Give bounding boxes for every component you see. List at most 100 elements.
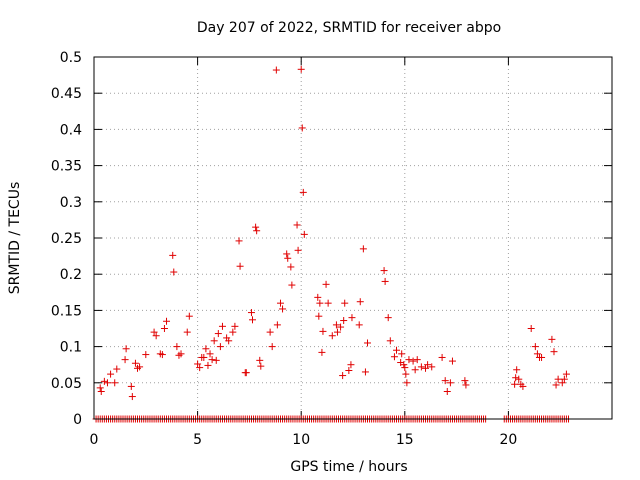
data-point bbox=[386, 337, 394, 345]
data-point bbox=[538, 353, 546, 361]
data-point bbox=[150, 328, 158, 336]
data-point bbox=[332, 321, 340, 329]
y-tick-label: 0.15 bbox=[51, 303, 82, 319]
data-point bbox=[355, 321, 363, 329]
x-tick-label: 15 bbox=[396, 432, 414, 448]
data-point bbox=[380, 267, 388, 275]
data-point bbox=[170, 268, 178, 276]
data-point bbox=[339, 372, 347, 380]
data-point bbox=[142, 351, 150, 359]
data-point bbox=[212, 356, 220, 364]
data-point bbox=[107, 370, 115, 378]
y-tick-label: 0.45 bbox=[51, 86, 82, 102]
data-point bbox=[284, 254, 292, 262]
data-point bbox=[196, 364, 204, 372]
data-point bbox=[548, 335, 556, 343]
x-tick-label: 0 bbox=[90, 432, 99, 448]
data-point bbox=[359, 245, 367, 253]
data-point bbox=[533, 350, 541, 358]
data-point bbox=[519, 382, 527, 390]
data-point bbox=[247, 309, 255, 317]
data-point bbox=[527, 325, 535, 332]
data-point bbox=[390, 353, 398, 361]
data-point bbox=[511, 380, 519, 388]
data-point bbox=[299, 188, 307, 196]
data-point bbox=[287, 263, 295, 271]
y-tick-label: 0.5 bbox=[60, 50, 82, 66]
data-point bbox=[273, 321, 281, 329]
data-point bbox=[206, 350, 214, 358]
y-tick-label: 0.1 bbox=[60, 340, 82, 356]
data-point bbox=[401, 364, 409, 372]
data-point bbox=[400, 361, 408, 369]
data-point bbox=[253, 227, 261, 235]
data-point bbox=[446, 379, 454, 387]
data-point bbox=[249, 316, 257, 324]
data-point bbox=[283, 250, 291, 258]
y-axis-tick-labels: 0 0.05 0.1 0.15 0.2 0.25 0.3 0.35 0.4 0.45 0.5 bbox=[51, 50, 82, 428]
data-point bbox=[229, 328, 237, 336]
data-point bbox=[314, 293, 322, 301]
data-points bbox=[92, 65, 572, 423]
data-point bbox=[398, 350, 406, 358]
y-tick-label: 0.35 bbox=[51, 159, 82, 175]
y-tick-label: 0.25 bbox=[51, 231, 82, 247]
data-point bbox=[422, 364, 430, 372]
data-point bbox=[562, 370, 570, 378]
data-point bbox=[513, 366, 521, 374]
data-point bbox=[337, 323, 345, 331]
data-point bbox=[185, 312, 193, 320]
data-point bbox=[194, 360, 202, 368]
data-point bbox=[409, 357, 417, 365]
data-point bbox=[356, 298, 364, 306]
data-point bbox=[177, 350, 185, 358]
data-point bbox=[384, 314, 392, 322]
data-point bbox=[319, 327, 327, 335]
data-point bbox=[515, 375, 523, 383]
data-point bbox=[210, 337, 218, 345]
data-point bbox=[214, 330, 222, 338]
plot-frame bbox=[93, 56, 613, 420]
data-point bbox=[560, 375, 568, 383]
data-point bbox=[438, 353, 446, 361]
data-point bbox=[235, 237, 243, 245]
data-point bbox=[216, 343, 224, 351]
data-point bbox=[428, 363, 436, 371]
data-point bbox=[448, 357, 456, 365]
data-point bbox=[298, 124, 306, 132]
data-point bbox=[131, 359, 139, 367]
data-point bbox=[512, 374, 520, 382]
data-point bbox=[160, 325, 168, 332]
data-point bbox=[218, 322, 226, 330]
data-point bbox=[122, 345, 130, 353]
data-point bbox=[316, 299, 324, 307]
data-point bbox=[183, 328, 191, 336]
data-point bbox=[276, 299, 284, 307]
data-point bbox=[257, 362, 265, 370]
data-point bbox=[225, 337, 233, 345]
data-point bbox=[256, 356, 264, 364]
data-point bbox=[361, 368, 369, 376]
data-point bbox=[121, 356, 129, 364]
x-axis-tick-labels: 0 5 10 15 20 bbox=[90, 432, 518, 448]
data-point bbox=[252, 223, 260, 231]
data-point bbox=[550, 348, 558, 356]
data-point bbox=[128, 393, 136, 401]
data-point bbox=[318, 348, 326, 356]
data-point bbox=[345, 366, 353, 374]
data-point bbox=[552, 381, 560, 389]
data-point bbox=[97, 387, 105, 395]
chart-title: Day 207 of 2022, SRMTID for receiver abp… bbox=[197, 20, 501, 36]
data-point bbox=[231, 322, 239, 330]
data-point bbox=[127, 382, 135, 390]
data-point bbox=[462, 381, 470, 389]
data-point bbox=[208, 356, 216, 364]
data-point bbox=[402, 370, 410, 378]
data-point bbox=[558, 379, 566, 387]
data-point bbox=[417, 363, 425, 371]
data-point bbox=[381, 277, 389, 285]
y-axis-label: SRMTID / TECUs bbox=[7, 182, 23, 295]
data-point bbox=[136, 363, 144, 371]
data-point bbox=[173, 343, 181, 351]
